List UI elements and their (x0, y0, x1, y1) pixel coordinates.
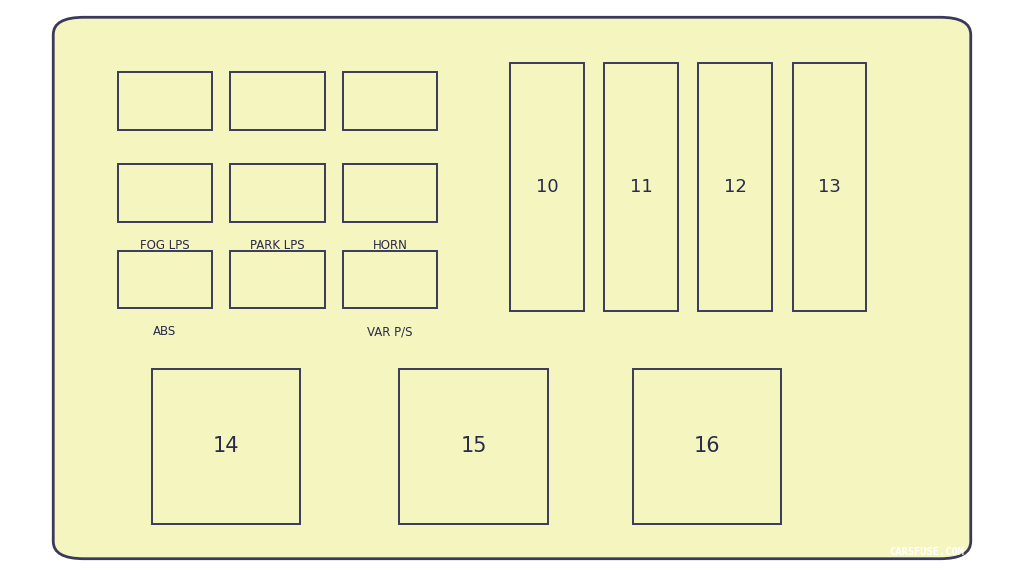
FancyBboxPatch shape (230, 164, 325, 222)
FancyBboxPatch shape (230, 72, 325, 130)
FancyBboxPatch shape (230, 251, 325, 308)
FancyBboxPatch shape (399, 369, 548, 524)
FancyBboxPatch shape (53, 17, 971, 559)
FancyBboxPatch shape (793, 63, 866, 311)
Text: VAR P/S: VAR P/S (368, 325, 413, 339)
Text: 16: 16 (693, 437, 721, 456)
Text: 11: 11 (630, 178, 652, 196)
Text: 13: 13 (818, 178, 841, 196)
FancyBboxPatch shape (343, 251, 437, 308)
FancyBboxPatch shape (118, 72, 212, 130)
FancyBboxPatch shape (510, 63, 584, 311)
Text: 15: 15 (461, 437, 486, 456)
Text: PARK LPS: PARK LPS (250, 239, 305, 252)
FancyBboxPatch shape (698, 63, 772, 311)
Text: ABS: ABS (154, 325, 176, 339)
Text: FOG LPS: FOG LPS (140, 239, 189, 252)
FancyBboxPatch shape (604, 63, 678, 311)
FancyBboxPatch shape (633, 369, 781, 524)
FancyBboxPatch shape (118, 164, 212, 222)
Text: 12: 12 (724, 178, 746, 196)
Text: 14: 14 (213, 437, 239, 456)
Text: HORN: HORN (373, 239, 408, 252)
Text: 10: 10 (536, 178, 558, 196)
FancyBboxPatch shape (343, 72, 437, 130)
Text: CARSFUSE.COM: CARSFUSE.COM (889, 547, 965, 556)
FancyBboxPatch shape (152, 369, 300, 524)
FancyBboxPatch shape (343, 164, 437, 222)
FancyBboxPatch shape (118, 251, 212, 308)
